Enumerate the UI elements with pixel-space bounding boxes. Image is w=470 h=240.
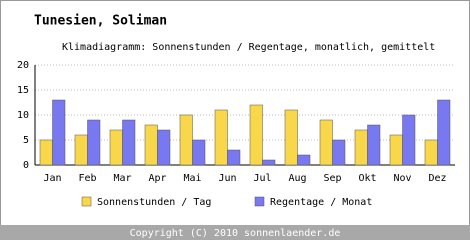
y-tick-label: 0	[23, 160, 29, 171]
bar	[109, 129, 123, 166]
x-tick-label: Mar	[113, 173, 131, 184]
x-tick-label: Jan	[43, 173, 61, 184]
chart-subtitle: Klimadiagramm: Sonnenstunden / Regentage…	[62, 42, 435, 53]
bar	[192, 139, 206, 166]
bar	[332, 139, 346, 166]
x-tick-label: Nov	[393, 173, 411, 184]
bar	[179, 114, 193, 166]
bar	[437, 99, 451, 166]
bar	[389, 134, 403, 166]
bar	[319, 119, 333, 166]
bar	[284, 109, 298, 166]
bar	[424, 139, 438, 166]
bar	[354, 129, 368, 166]
bar	[249, 104, 263, 166]
x-tick-label: Apr	[148, 173, 166, 184]
bar	[122, 119, 136, 166]
footer-bar	[0, 225, 470, 240]
x-tick-label: Mai	[183, 173, 201, 184]
legend-label: Regentage / Monat	[270, 197, 372, 208]
bar	[52, 99, 66, 166]
x-tick-label: Jun	[218, 173, 236, 184]
chart-title: Tunesien, Soliman	[34, 14, 167, 29]
y-tick-label: 20	[17, 60, 29, 71]
x-tick-label: Sep	[323, 173, 341, 184]
footer: Copyright (C) 2010 sonnenlaender.de	[130, 228, 341, 239]
bar	[74, 134, 88, 166]
bar	[39, 139, 53, 166]
legend-swatch	[254, 196, 265, 207]
legend-label: Sonnenstunden / Tag	[97, 197, 211, 208]
x-tick-label: Feb	[78, 173, 96, 184]
bar	[402, 114, 416, 166]
x-tick-label: Aug	[288, 173, 306, 184]
bar	[157, 129, 171, 166]
x-tick-label: Okt	[358, 173, 376, 184]
bar	[297, 154, 311, 166]
x-tick-label: Jul	[253, 173, 271, 184]
legend-swatch	[81, 196, 92, 207]
bar	[144, 124, 158, 166]
y-tick-label: 5	[23, 135, 29, 146]
bar	[262, 159, 276, 166]
bar	[214, 109, 228, 166]
x-tick-label: Dez	[428, 173, 446, 184]
bar	[227, 149, 241, 166]
bar	[87, 119, 101, 166]
bar	[367, 124, 381, 166]
y-tick-label: 10	[17, 110, 29, 121]
y-tick-label: 15	[17, 85, 29, 96]
